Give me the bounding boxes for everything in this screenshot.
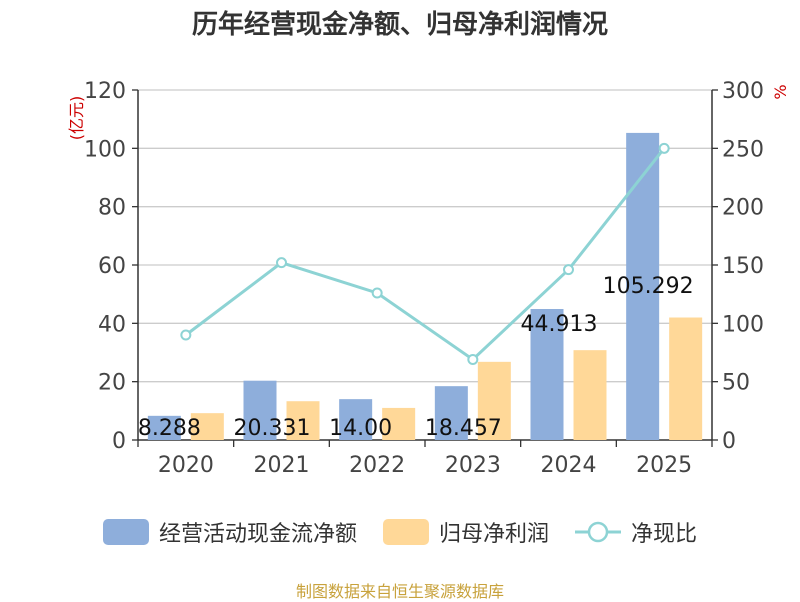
source-note: 制图数据来自恒生聚源数据库: [295, 582, 504, 601]
y-left-tick-label: 40: [98, 312, 126, 337]
data-label-cashflow: 14.00: [329, 416, 392, 441]
y-right-tick-label: 200: [722, 196, 764, 221]
legend-item-ratio[interactable]: 净现比: [575, 516, 697, 548]
bar-cashflow: [434, 386, 468, 440]
y-left-tick-label: 0: [112, 429, 126, 454]
bar-cashflow: [339, 399, 373, 440]
y-left-tick-label: 60: [98, 254, 126, 279]
y-right-tick-label: 0: [722, 429, 736, 454]
y-right-axis-label: %: [771, 84, 790, 99]
bar-cashflow: [530, 309, 564, 440]
data-label-cashflow: 20.331: [234, 416, 311, 441]
data-label-cashflow: 18.457: [425, 416, 502, 441]
y-right-tick-label: 100: [722, 312, 764, 337]
bar-cashflow: [147, 415, 181, 440]
bar-netprofit: [382, 407, 416, 440]
legend-label-cashflow: 经营活动现金流净额: [158, 522, 357, 547]
point-ratio: [563, 264, 574, 276]
bar-netprofit: [477, 361, 511, 440]
x-tick-label: 2023: [445, 453, 501, 478]
y-left-tick-label: 80: [98, 196, 126, 221]
y-right-tick-label: 50: [722, 371, 750, 396]
bar-netprofit: [669, 317, 703, 440]
line-ratio: [184, 147, 666, 362]
legend-label-netprofit: 归母净利润: [438, 522, 549, 547]
x-tick-label: 2025: [636, 453, 692, 478]
legend-item-cashflow[interactable]: 经营活动现金流净额: [102, 516, 357, 548]
data-label-cashflow: 8.288: [138, 416, 201, 441]
point-ratio: [276, 257, 287, 269]
y-left-axis-label: (亿元): [67, 96, 86, 141]
y-left-tick-label: 120: [84, 79, 126, 104]
bar-cashflow: [243, 380, 277, 440]
y-left-tick-label: 100: [84, 137, 126, 162]
chart-title: 历年经营现金净额、归母净利润情况: [191, 10, 608, 40]
x-tick-label: 2022: [349, 453, 405, 478]
data-label-cashflow: 105.292: [603, 274, 694, 299]
legend-swatch-netprofit: [382, 519, 429, 545]
point-ratio: [467, 354, 479, 365]
legend-swatch-ratio: [575, 521, 621, 543]
data-label-cashflow: 44.913: [521, 312, 598, 337]
bar-netprofit: [190, 413, 224, 440]
bar-netprofit: [573, 350, 607, 440]
legend-label-ratio: 净现比: [631, 522, 698, 547]
y-left-tick-label: 20: [98, 371, 126, 396]
x-tick-label: 2020: [158, 453, 214, 478]
legend-swatch-cashflow: [102, 519, 149, 545]
point-ratio: [371, 287, 383, 299]
point-ratio: [180, 329, 192, 341]
legend: 经营活动现金流净额 归母净利润 净现比: [0, 516, 800, 548]
x-tick-label: 2021: [254, 453, 310, 478]
bar-cashflow: [626, 132, 660, 441]
x-tick-label: 2024: [541, 453, 597, 478]
y-right-tick-label: 150: [722, 254, 764, 279]
y-right-tick-label: 300: [722, 79, 764, 104]
point-ratio: [658, 142, 670, 154]
bar-netprofit: [286, 401, 320, 440]
legend-item-netprofit[interactable]: 归母净利润: [382, 516, 549, 548]
y-right-tick-label: 250: [722, 137, 764, 162]
